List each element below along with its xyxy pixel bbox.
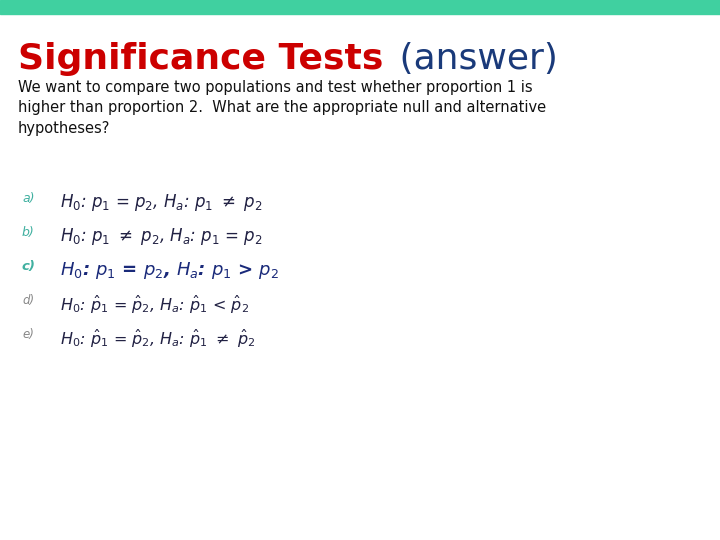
Text: d): d) [22,294,34,307]
Text: Significance Tests: Significance Tests [18,42,383,76]
Text: (answer): (answer) [388,42,558,76]
Text: $H_0$: $p_1$ $\neq$ $p_2$, $H_a$: $p_1$ = $p_2$: $H_0$: $p_1$ $\neq$ $p_2$, $H_a$: $p_1$ … [60,226,263,247]
Text: We want to compare two populations and test whether proportion 1 is
higher than : We want to compare two populations and t… [18,80,546,136]
Text: $\mathbf{\mathit{H_0}}$: $\mathbf{\mathit{p_1}}$ = $\mathbf{\mathit{p_2}}$, $\ma: $\mathbf{\mathit{H_0}}$: $\mathbf{\mathi… [60,260,279,281]
Bar [0,0,720,14]
Text: $H_0$: $p_1$ = $p_2$, $H_a$: $p_1$ $\neq$ $p_2$: $H_0$: $p_1$ = $p_2$, $H_a$: $p_1$ $\neq… [60,192,263,213]
Text: $H_0$: $\hat{p}_1$ = $\hat{p}_2$, $H_a$: $\hat{p}_1$ < $\hat{p}_2$: $H_0$: $\hat{p}_1$ = $\hat{p}_2$, $H_a$:… [60,294,249,316]
Text: c): c) [22,260,36,273]
Text: a): a) [22,192,35,205]
Text: $H_0$: $\hat{p}_1$ = $\hat{p}_2$, $H_a$: $\hat{p}_1$ $\neq$ $\hat{p}_2$: $H_0$: $\hat{p}_1$ = $\hat{p}_2$, $H_a$:… [60,328,256,350]
Text: b): b) [22,226,35,239]
Text: e): e) [22,328,34,341]
